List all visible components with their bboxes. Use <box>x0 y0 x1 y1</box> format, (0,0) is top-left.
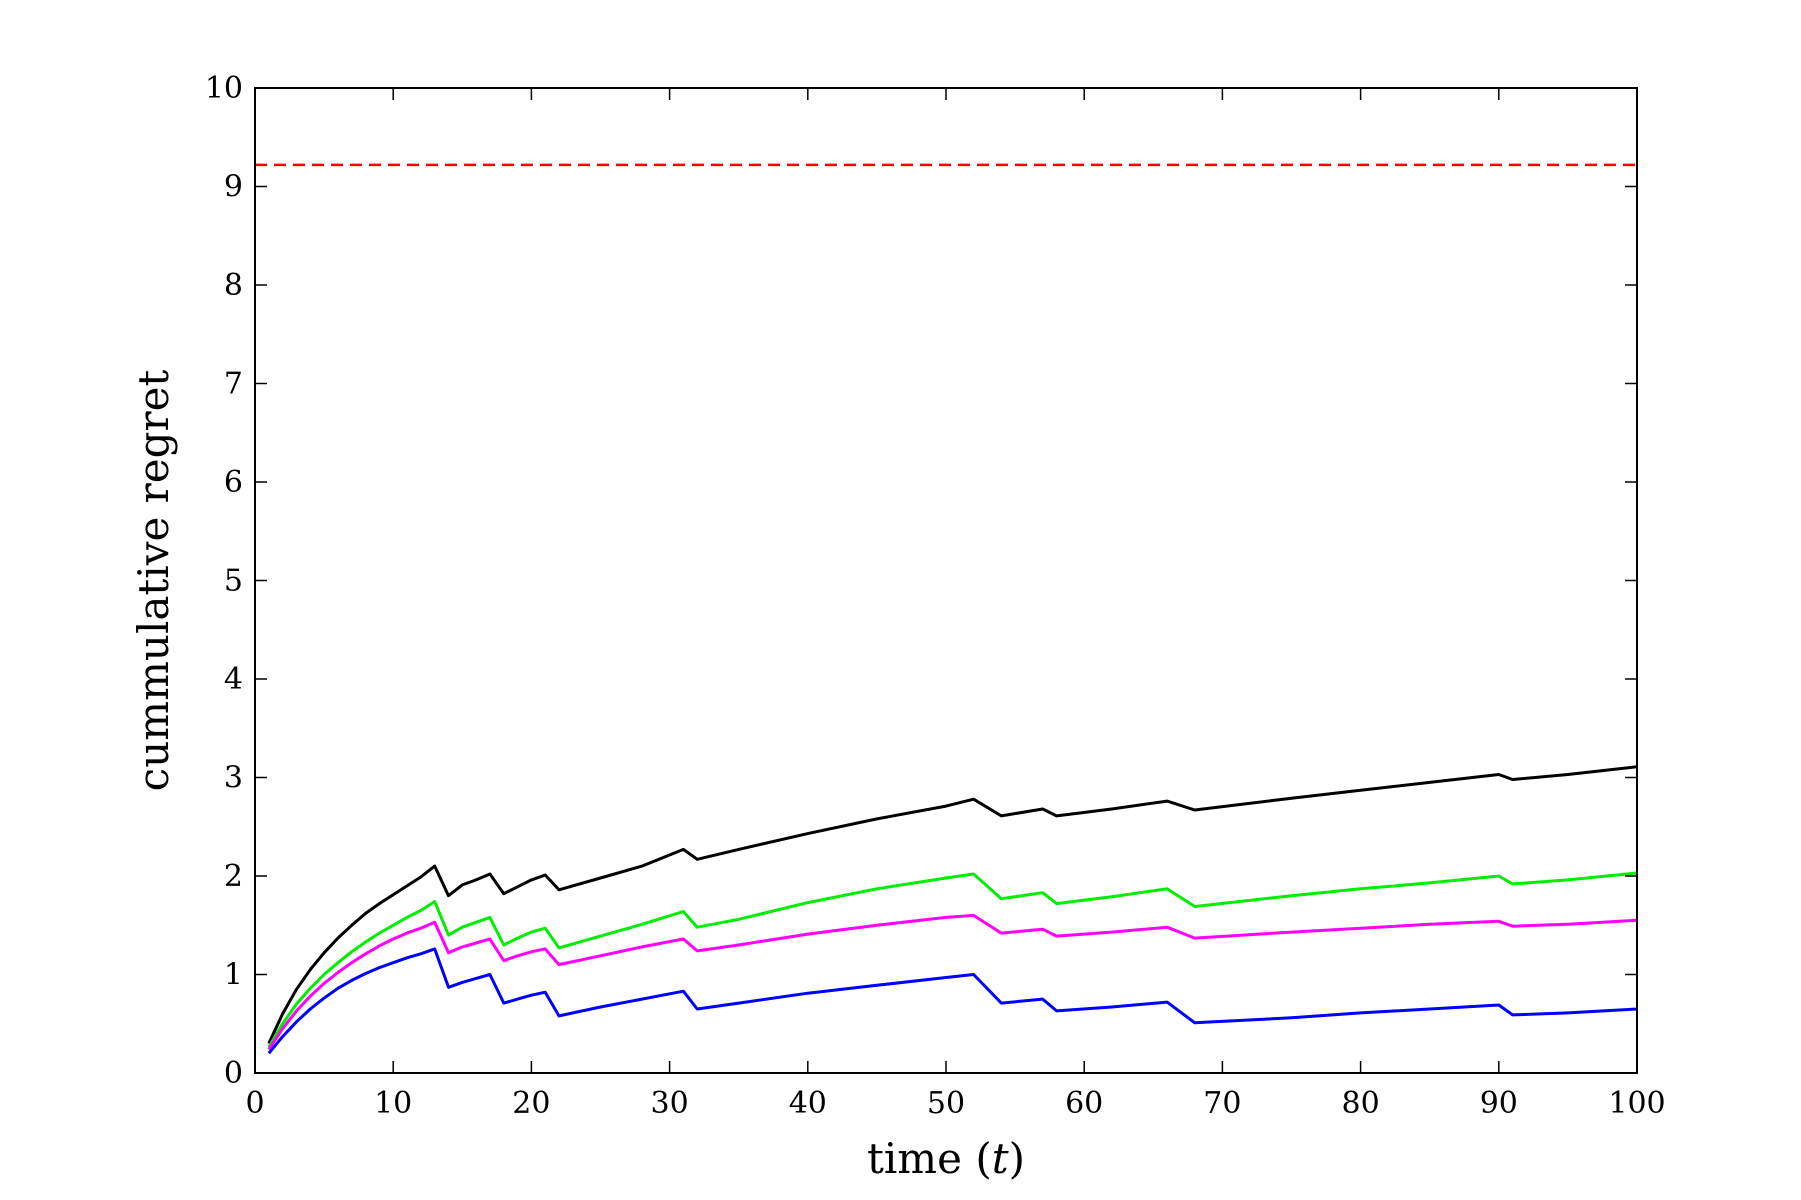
ticks-layer: 0 10 20 30 40 50 60 70 80 90 100 0 1 2 3 4 5 6 7 8 9 10 <box>205 71 1666 1121</box>
y-tick-label: 1 <box>224 958 243 993</box>
x-tick-label: 50 <box>927 1086 965 1121</box>
x-tick-label: 70 <box>1203 1086 1241 1121</box>
series-layer <box>255 163 1638 1055</box>
plot-frame <box>254 87 1638 1074</box>
y-tick-label: 9 <box>224 170 243 205</box>
series-line-1 <box>267 765 1638 1045</box>
x-axis-title: time (t) <box>867 1134 1025 1183</box>
x-tick-label: 10 <box>374 1086 412 1121</box>
y-tick-label: 8 <box>224 268 243 303</box>
x-tick-label: 40 <box>789 1086 827 1121</box>
x-axis-title-variable: t <box>992 1134 1009 1183</box>
x-tick-label: 80 <box>1342 1086 1380 1121</box>
y-tick-label: 10 <box>205 71 243 106</box>
y-tick-label: 7 <box>224 367 243 402</box>
x-tick-label: 0 <box>245 1086 264 1121</box>
x-axis-title-close: ) <box>1009 1134 1025 1183</box>
x-tick-label: 90 <box>1480 1086 1518 1121</box>
series-line-3 <box>267 913 1638 1051</box>
x-tick-label: 60 <box>1065 1086 1103 1121</box>
x-tick-label: 20 <box>512 1086 550 1121</box>
series-line-4 <box>267 947 1638 1055</box>
y-tick-label: 5 <box>224 564 243 599</box>
x-tick-label: 30 <box>651 1086 689 1121</box>
y-tick-label: 4 <box>224 662 243 697</box>
x-axis-title-text: time ( <box>867 1134 992 1183</box>
y-tick-label: 3 <box>224 761 243 796</box>
x-tick-label: 100 <box>1608 1086 1665 1121</box>
series-line-2 <box>267 871 1638 1049</box>
y-tick-label: 6 <box>224 465 243 500</box>
y-tick-label: 2 <box>224 859 243 894</box>
y-axis-title: cummulative regret <box>129 370 178 792</box>
y-tick-label: 0 <box>224 1056 243 1091</box>
